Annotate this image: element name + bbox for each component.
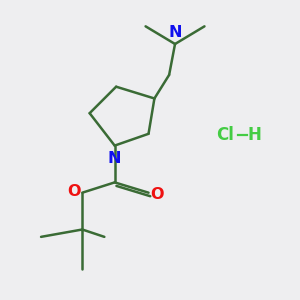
Text: N: N (108, 151, 122, 166)
Text: Cl: Cl (216, 126, 234, 144)
Text: H: H (248, 126, 262, 144)
Text: O: O (150, 187, 164, 202)
Text: N: N (168, 26, 182, 40)
Text: O: O (67, 184, 81, 199)
